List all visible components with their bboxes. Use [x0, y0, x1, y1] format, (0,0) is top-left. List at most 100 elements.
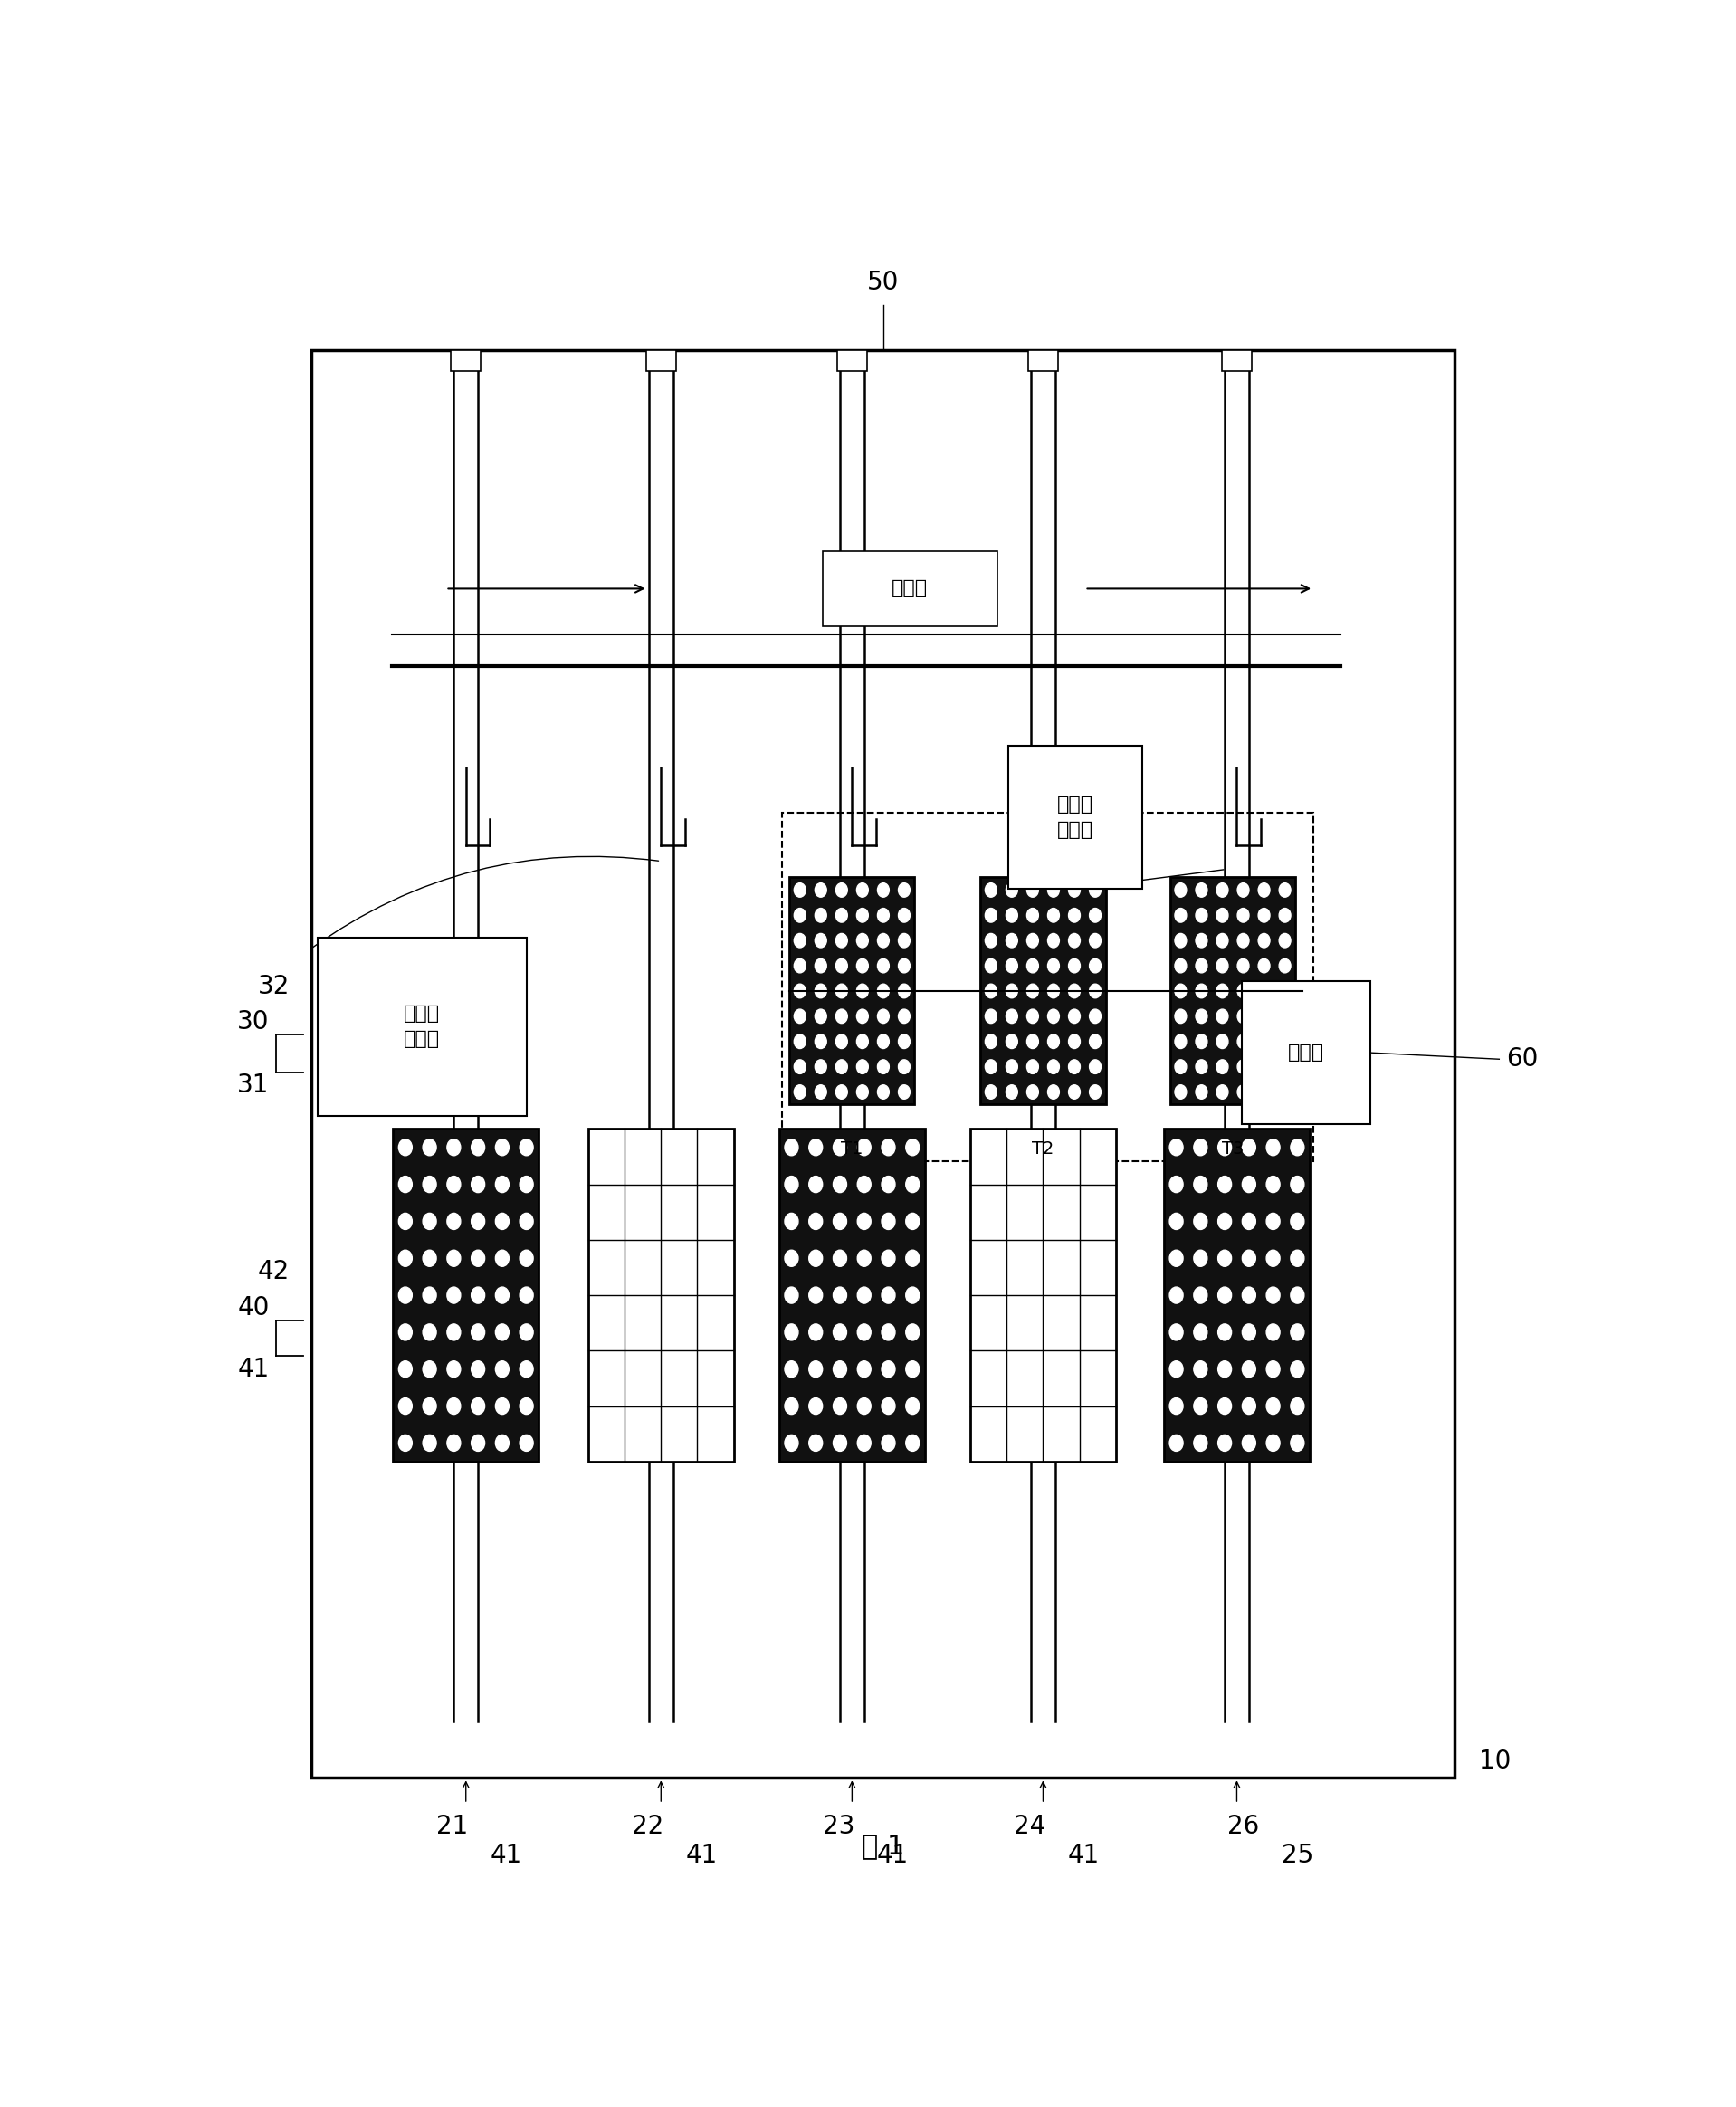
- Circle shape: [785, 1361, 799, 1378]
- Circle shape: [882, 1287, 896, 1304]
- Bar: [451, 350, 481, 371]
- Text: 第一可
视探针: 第一可 视探针: [404, 1005, 441, 1049]
- Circle shape: [1217, 1035, 1227, 1049]
- Circle shape: [446, 1435, 460, 1452]
- Circle shape: [519, 1287, 533, 1304]
- Circle shape: [470, 1323, 484, 1340]
- Bar: [1243, 982, 1370, 1123]
- Circle shape: [833, 1140, 847, 1155]
- Circle shape: [1026, 908, 1038, 923]
- Circle shape: [1290, 1287, 1304, 1304]
- Circle shape: [424, 1214, 436, 1230]
- Circle shape: [898, 883, 910, 898]
- Circle shape: [906, 1435, 920, 1452]
- Circle shape: [1175, 908, 1186, 923]
- Circle shape: [1259, 883, 1271, 898]
- Circle shape: [858, 1214, 871, 1230]
- Circle shape: [898, 908, 910, 923]
- Circle shape: [785, 1249, 799, 1266]
- Circle shape: [1219, 1323, 1231, 1340]
- Circle shape: [984, 883, 996, 898]
- Circle shape: [495, 1249, 509, 1266]
- Text: 分类器: 分类器: [1288, 1043, 1325, 1062]
- Text: 41: 41: [238, 1357, 269, 1382]
- Circle shape: [984, 1060, 996, 1075]
- Circle shape: [882, 1397, 896, 1414]
- Circle shape: [470, 1214, 484, 1230]
- Circle shape: [1005, 908, 1017, 923]
- Circle shape: [1266, 1287, 1279, 1304]
- Circle shape: [1243, 1140, 1255, 1155]
- Circle shape: [809, 1249, 823, 1266]
- Text: 40: 40: [238, 1294, 269, 1321]
- Circle shape: [1217, 984, 1227, 999]
- Circle shape: [1069, 1060, 1080, 1075]
- Circle shape: [877, 984, 889, 999]
- Circle shape: [1005, 1060, 1017, 1075]
- Circle shape: [1279, 1060, 1292, 1075]
- Circle shape: [1219, 1214, 1231, 1230]
- Bar: [779, 1129, 925, 1462]
- Circle shape: [1047, 1085, 1059, 1100]
- Circle shape: [858, 1323, 871, 1340]
- Circle shape: [1243, 1435, 1255, 1452]
- Circle shape: [785, 1435, 799, 1452]
- Circle shape: [809, 1176, 823, 1193]
- Circle shape: [1219, 1176, 1231, 1193]
- Circle shape: [1047, 984, 1059, 999]
- Bar: [970, 1129, 1116, 1462]
- Circle shape: [1047, 1009, 1059, 1024]
- Bar: [318, 938, 526, 1117]
- Circle shape: [1259, 908, 1271, 923]
- Circle shape: [856, 1085, 868, 1100]
- Text: 21: 21: [436, 1814, 469, 1839]
- Circle shape: [833, 1397, 847, 1414]
- Circle shape: [833, 1435, 847, 1452]
- Circle shape: [814, 1085, 826, 1100]
- Circle shape: [1238, 1009, 1248, 1024]
- Circle shape: [1238, 1060, 1248, 1075]
- Circle shape: [1026, 984, 1038, 999]
- Circle shape: [858, 1435, 871, 1452]
- Circle shape: [1279, 984, 1292, 999]
- Circle shape: [1290, 1176, 1304, 1193]
- Circle shape: [399, 1287, 411, 1304]
- Circle shape: [1047, 908, 1059, 923]
- Circle shape: [1259, 959, 1271, 973]
- Circle shape: [835, 1009, 847, 1024]
- Circle shape: [1194, 1435, 1207, 1452]
- Circle shape: [1238, 933, 1248, 948]
- Circle shape: [793, 984, 806, 999]
- Circle shape: [424, 1435, 436, 1452]
- Circle shape: [1069, 933, 1080, 948]
- Circle shape: [1090, 908, 1101, 923]
- Circle shape: [906, 1361, 920, 1378]
- Text: T2: T2: [1031, 1140, 1054, 1157]
- Circle shape: [1266, 1361, 1279, 1378]
- Circle shape: [1026, 1060, 1038, 1075]
- Circle shape: [1196, 1035, 1207, 1049]
- Circle shape: [906, 1249, 920, 1266]
- Circle shape: [1279, 1035, 1292, 1049]
- Circle shape: [446, 1323, 460, 1340]
- Circle shape: [1170, 1397, 1182, 1414]
- Circle shape: [1243, 1176, 1255, 1193]
- Text: 41: 41: [1068, 1844, 1099, 1869]
- Circle shape: [1170, 1287, 1182, 1304]
- Text: T1: T1: [840, 1140, 863, 1157]
- Circle shape: [984, 908, 996, 923]
- Circle shape: [1290, 1249, 1304, 1266]
- Circle shape: [793, 1085, 806, 1100]
- Circle shape: [1196, 1060, 1207, 1075]
- Circle shape: [984, 1035, 996, 1049]
- Circle shape: [877, 908, 889, 923]
- Circle shape: [1266, 1249, 1279, 1266]
- Circle shape: [495, 1176, 509, 1193]
- Circle shape: [424, 1176, 436, 1193]
- Circle shape: [1279, 933, 1292, 948]
- Circle shape: [1259, 984, 1271, 999]
- Circle shape: [1196, 908, 1207, 923]
- Bar: [781, 813, 1314, 1161]
- Text: 60: 60: [1505, 1047, 1538, 1072]
- Circle shape: [984, 1009, 996, 1024]
